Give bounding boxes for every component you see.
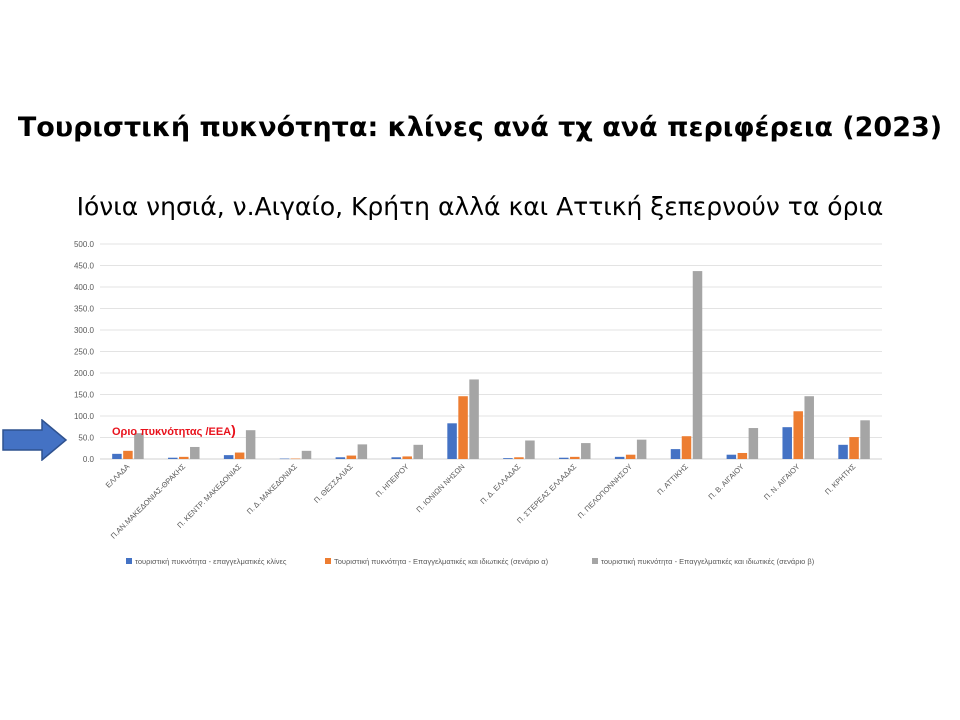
legend-swatch [592, 558, 598, 564]
slide-title: Τουριστική πυκνότητα: κλίνες ανά τχ ανά … [17, 112, 943, 143]
bar [458, 396, 468, 459]
chart-gridlines [100, 243, 882, 460]
bar [179, 456, 189, 459]
bar [469, 379, 479, 459]
density-limit-label: Οριο πυκνότητας /ΕΕΑ) [112, 422, 236, 438]
bar [234, 452, 245, 459]
bar [301, 450, 312, 459]
bar [804, 396, 814, 459]
legend-swatch [325, 558, 331, 564]
x-tick-label: Π. ΘΕΣΣΑΛΙΑΣ [312, 462, 355, 505]
y-axis-ticks: 0.0 50.0 100.0 150.0 200.0 250.0 300.0 350.0 400… [74, 240, 95, 464]
bar [134, 433, 144, 459]
bar [223, 455, 234, 459]
y-tick-label: 350.0 [74, 305, 95, 314]
bar [190, 446, 200, 459]
bar [737, 452, 748, 459]
bar [402, 456, 412, 459]
bar [793, 411, 803, 459]
bar [782, 427, 792, 459]
legend-swatch [126, 558, 132, 564]
bar [112, 453, 122, 459]
bar [860, 420, 870, 459]
bar [748, 428, 759, 459]
legend-item: Τουριστική πυκνότητα - Επαγγελματικές κα… [325, 557, 549, 566]
x-tick-label: Π. ΠΕΛΟΠΟΝΝΗΣΟΥ [576, 462, 634, 520]
x-tick-label: Π. ΑΤΤΙΚΗΣ [655, 462, 690, 497]
y-tick-label: 100.0 [74, 412, 95, 421]
bar [525, 440, 535, 459]
chart-legend: τουριστική πυκνότητα - επαγγελματικές κλ… [126, 557, 815, 566]
y-tick-label: 50.0 [78, 434, 94, 443]
bar [838, 444, 848, 459]
bar [614, 456, 625, 459]
x-tick-label: Π. ΚΕΝΤΡ. ΜΑΚΕΔΟΝΙΑΣ [175, 462, 243, 530]
y-tick-label: 150.0 [74, 391, 95, 400]
y-tick-label: 500.0 [74, 240, 95, 249]
bar [692, 271, 703, 459]
bar [346, 455, 357, 459]
slide-subtitle: Ιόνια νησιά, ν.Αιγαίο, Κρήτη αλλά και Ατ… [76, 192, 884, 221]
bar [413, 444, 423, 459]
bar [726, 454, 737, 459]
x-tick-label: Π. Δ. ΕΛΛΑΔΑΣ [478, 462, 522, 506]
bar [670, 449, 681, 459]
bar [391, 457, 401, 459]
bar [681, 436, 692, 459]
y-tick-label: 450.0 [74, 262, 95, 271]
chart-bars [112, 271, 870, 460]
legend-label: τουριστική πυκνότητα - επαγγελματικές κλ… [135, 557, 287, 566]
bar [245, 430, 256, 459]
y-tick-label: 300.0 [74, 326, 95, 335]
right-arrow-icon [2, 419, 68, 461]
x-tick-label: Π. Ν. ΑΙΓΑΙΟΥ [762, 462, 802, 502]
bar [570, 456, 580, 459]
bar [849, 437, 859, 459]
x-tick-label: ΕΛΛΑΔΑ [104, 462, 132, 490]
bar [447, 423, 457, 459]
legend-item: τουριστική πυκνότητα - Επαγγελματικές κα… [592, 557, 815, 566]
bar [279, 458, 290, 460]
bar [290, 458, 301, 460]
x-tick-label: Π. ΚΡΗΤΗΣ [823, 462, 858, 497]
bar [123, 450, 133, 459]
y-tick-label: 400.0 [74, 283, 95, 292]
x-tick-label: Π. ΗΠΕΙΡΟΥ [374, 462, 411, 499]
y-tick-label: 200.0 [74, 369, 95, 378]
bar [514, 457, 524, 459]
bar [625, 454, 636, 459]
bar [636, 439, 647, 459]
x-tick-label: Π. Δ. ΜΑΚΕΔΟΝΙΑΣ [245, 462, 299, 516]
bar [168, 457, 178, 459]
bar [357, 444, 368, 459]
y-tick-label: 0.0 [83, 455, 95, 464]
legend-label: Τουριστική πυκνότητα - Επαγγελματικές κα… [334, 557, 549, 566]
bar [559, 457, 569, 459]
y-tick-label: 250.0 [74, 348, 95, 357]
legend-item: τουριστική πυκνότητα - επαγγελματικές κλ… [126, 557, 287, 566]
bar [503, 458, 513, 459]
bar [335, 457, 346, 459]
legend-label: τουριστική πυκνότητα - Επαγγελματικές κα… [601, 557, 815, 566]
x-tick-label: Π. Β. ΑΙΓΑΙΟΥ [706, 462, 745, 501]
x-tick-label: Π. ΣΤΕΡΕΑΣ ΕΛΛΑΔΑΣ [515, 462, 578, 525]
bar [581, 443, 591, 459]
x-tick-label: Π. ΙΟΝΙΩΝ ΝΗΣΩΝ [414, 462, 466, 514]
